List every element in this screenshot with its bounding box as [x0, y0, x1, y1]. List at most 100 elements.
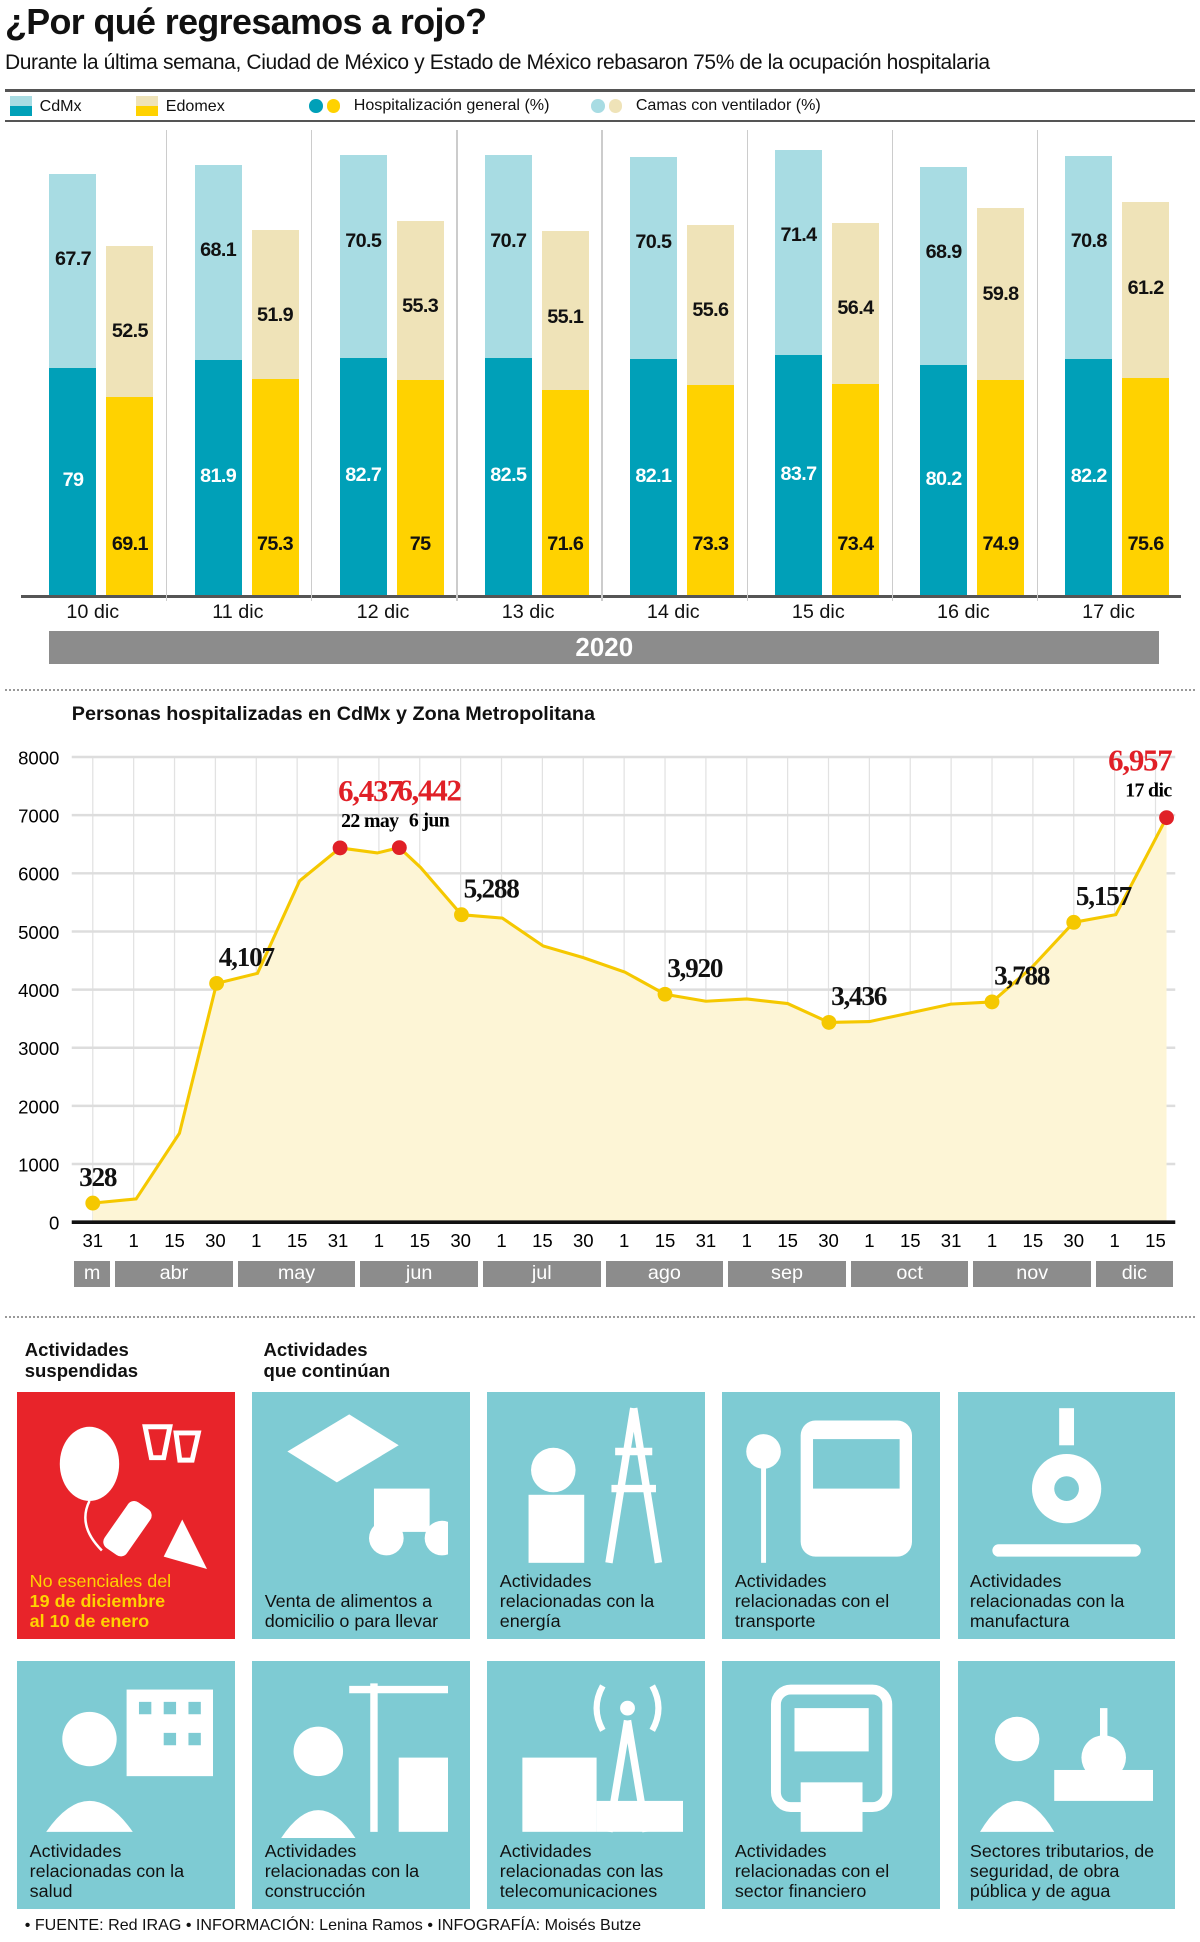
bar-label: 74.9 [982, 533, 1020, 556]
legend-ventilador: Camas con ventilador (%) [591, 96, 821, 115]
bar-cdmx-ventilador [49, 174, 97, 369]
x-tick-label: 31 [941, 1230, 962, 1251]
y-tick-label: 0 [49, 1213, 59, 1234]
group-separator [746, 129, 748, 602]
data-point [1066, 914, 1082, 930]
data-point [821, 1015, 837, 1030]
dotted-divider [4, 1316, 1196, 1318]
x-tick-label: 15 [655, 1230, 676, 1251]
bar-edomex-general [977, 380, 1025, 596]
tile-caption: Actividades relacionadas con la manufact… [969, 1571, 1125, 1631]
bar-label: 80.2 [925, 467, 963, 490]
bar-cdmx-general [339, 357, 387, 596]
y-tick-label: 1000 [18, 1155, 59, 1176]
bar-edomex-ventilador [396, 221, 444, 380]
pipe-worker-icon [979, 1708, 1153, 1833]
data-label: 6,442 [397, 773, 461, 808]
bar-label: 75.6 [1127, 533, 1165, 556]
bar-cdmx-ventilador [1065, 155, 1113, 360]
continuing-heading: Actividades que continúan [263, 1338, 391, 1381]
data-label: 3,436 [831, 981, 887, 1011]
bar-edomex-ventilador [831, 222, 879, 385]
bar-label: 55.6 [692, 299, 729, 322]
date-annotation: 22 may [341, 810, 399, 832]
bar-edomex-ventilador [251, 229, 299, 379]
bar-label: 56.4 [837, 296, 874, 319]
suspended-heading: Actividades suspendidas [24, 1338, 139, 1381]
x-tick-label: 1 [496, 1230, 506, 1251]
tile-caption: Actividades relacionadas con el sector f… [734, 1841, 890, 1901]
data-point [657, 986, 673, 1002]
legend-edomex: Edomex [136, 96, 225, 117]
x-tick-label: 30 [1063, 1230, 1084, 1251]
x-tick-label: 31 [696, 1230, 717, 1251]
group-separator [166, 129, 168, 602]
x-tick-label: 15 [287, 1230, 308, 1251]
tile-caption: Actividades relacionadas con la construc… [264, 1841, 420, 1901]
data-label: 6,957 [1108, 743, 1172, 778]
doctor-hospital-icon [45, 1689, 213, 1833]
bar-edomex-ventilador [977, 208, 1025, 381]
group-separator [456, 129, 458, 602]
activity-tile: Sectores tributarios, de seguridad, de o… [957, 1661, 1176, 1909]
bar-label: 70.5 [635, 231, 672, 254]
bus-icon [745, 1420, 912, 1563]
bar-label: 69.1 [111, 533, 149, 556]
data-label: 5,288 [464, 873, 520, 903]
dot-icon [326, 99, 341, 113]
x-tick-label: 30 [818, 1230, 839, 1251]
year-band: 2020 [49, 630, 1160, 665]
bar-label: 70.5 [345, 229, 382, 252]
bar-edomex-general [831, 384, 879, 596]
caption-date: al 10 de enero [29, 1610, 150, 1631]
bar-cdmx-general [920, 364, 968, 596]
edomex-swatch-icon [136, 96, 159, 117]
x-tick-label: 1 [1109, 1230, 1119, 1251]
y-tick-label: 2000 [18, 1096, 59, 1117]
line-chart-title: Personas hospitalizadas en CdMx y Zona M… [71, 702, 595, 725]
date-label: 11 dic [212, 601, 264, 624]
activity-tile: Actividades relacionadas con las telecom… [487, 1661, 706, 1909]
x-tick-label: 15 [900, 1230, 921, 1251]
data-point [1159, 810, 1174, 826]
x-tick-label: 1 [374, 1230, 384, 1251]
data-point [454, 907, 469, 923]
bar-edomex-general [106, 396, 154, 596]
data-label: 3,788 [994, 961, 1050, 991]
energy-worker-icon [528, 1407, 662, 1564]
bar-label: 70.7 [490, 229, 527, 252]
series-line [92, 817, 1168, 1205]
activity-tile: Actividades relacionadas con la energía [487, 1391, 706, 1640]
bar-label: 52.5 [111, 320, 149, 343]
bar-cdmx-ventilador [194, 164, 242, 360]
bar-label: 73.4 [837, 533, 874, 556]
divider [4, 89, 1196, 92]
bar-label: 68.1 [200, 238, 237, 261]
data-label: 6,437 [338, 773, 402, 808]
y-tick-label: 5000 [18, 922, 59, 943]
dotted-divider [4, 689, 1196, 691]
baseline [21, 595, 1182, 598]
month-band: oct [850, 1260, 969, 1287]
bar-cdmx-ventilador [629, 157, 677, 360]
bar-edomex-ventilador [106, 246, 154, 397]
tile-caption: Actividades relacionadas con las telecom… [499, 1841, 664, 1901]
group-separator [601, 129, 603, 602]
bar-edomex-ventilador [686, 225, 734, 385]
activity-tile: Actividades relacionadas con la salud [17, 1661, 236, 1909]
legend-label: Edomex [165, 96, 225, 115]
page-title: ¿Por qué regresamos a rojo? [4, 2, 487, 43]
construction-icon [280, 1683, 448, 1839]
month-band: dic [1096, 1260, 1173, 1287]
bar-label: 59.8 [982, 282, 1020, 305]
robot-arm-gear-icon [992, 1407, 1141, 1557]
bar-label: 71.4 [780, 224, 818, 247]
bar-cdmx-ventilador [920, 167, 968, 365]
x-tick-label: 1 [251, 1230, 261, 1251]
date-annotation: 17 dic [1125, 780, 1172, 802]
bar-edomex-general [396, 379, 444, 596]
x-tick-label: 15 [164, 1230, 185, 1251]
date-label: 15 dic [791, 601, 845, 624]
x-tick-label: 1 [742, 1230, 752, 1251]
bar-edomex-general [541, 389, 589, 596]
